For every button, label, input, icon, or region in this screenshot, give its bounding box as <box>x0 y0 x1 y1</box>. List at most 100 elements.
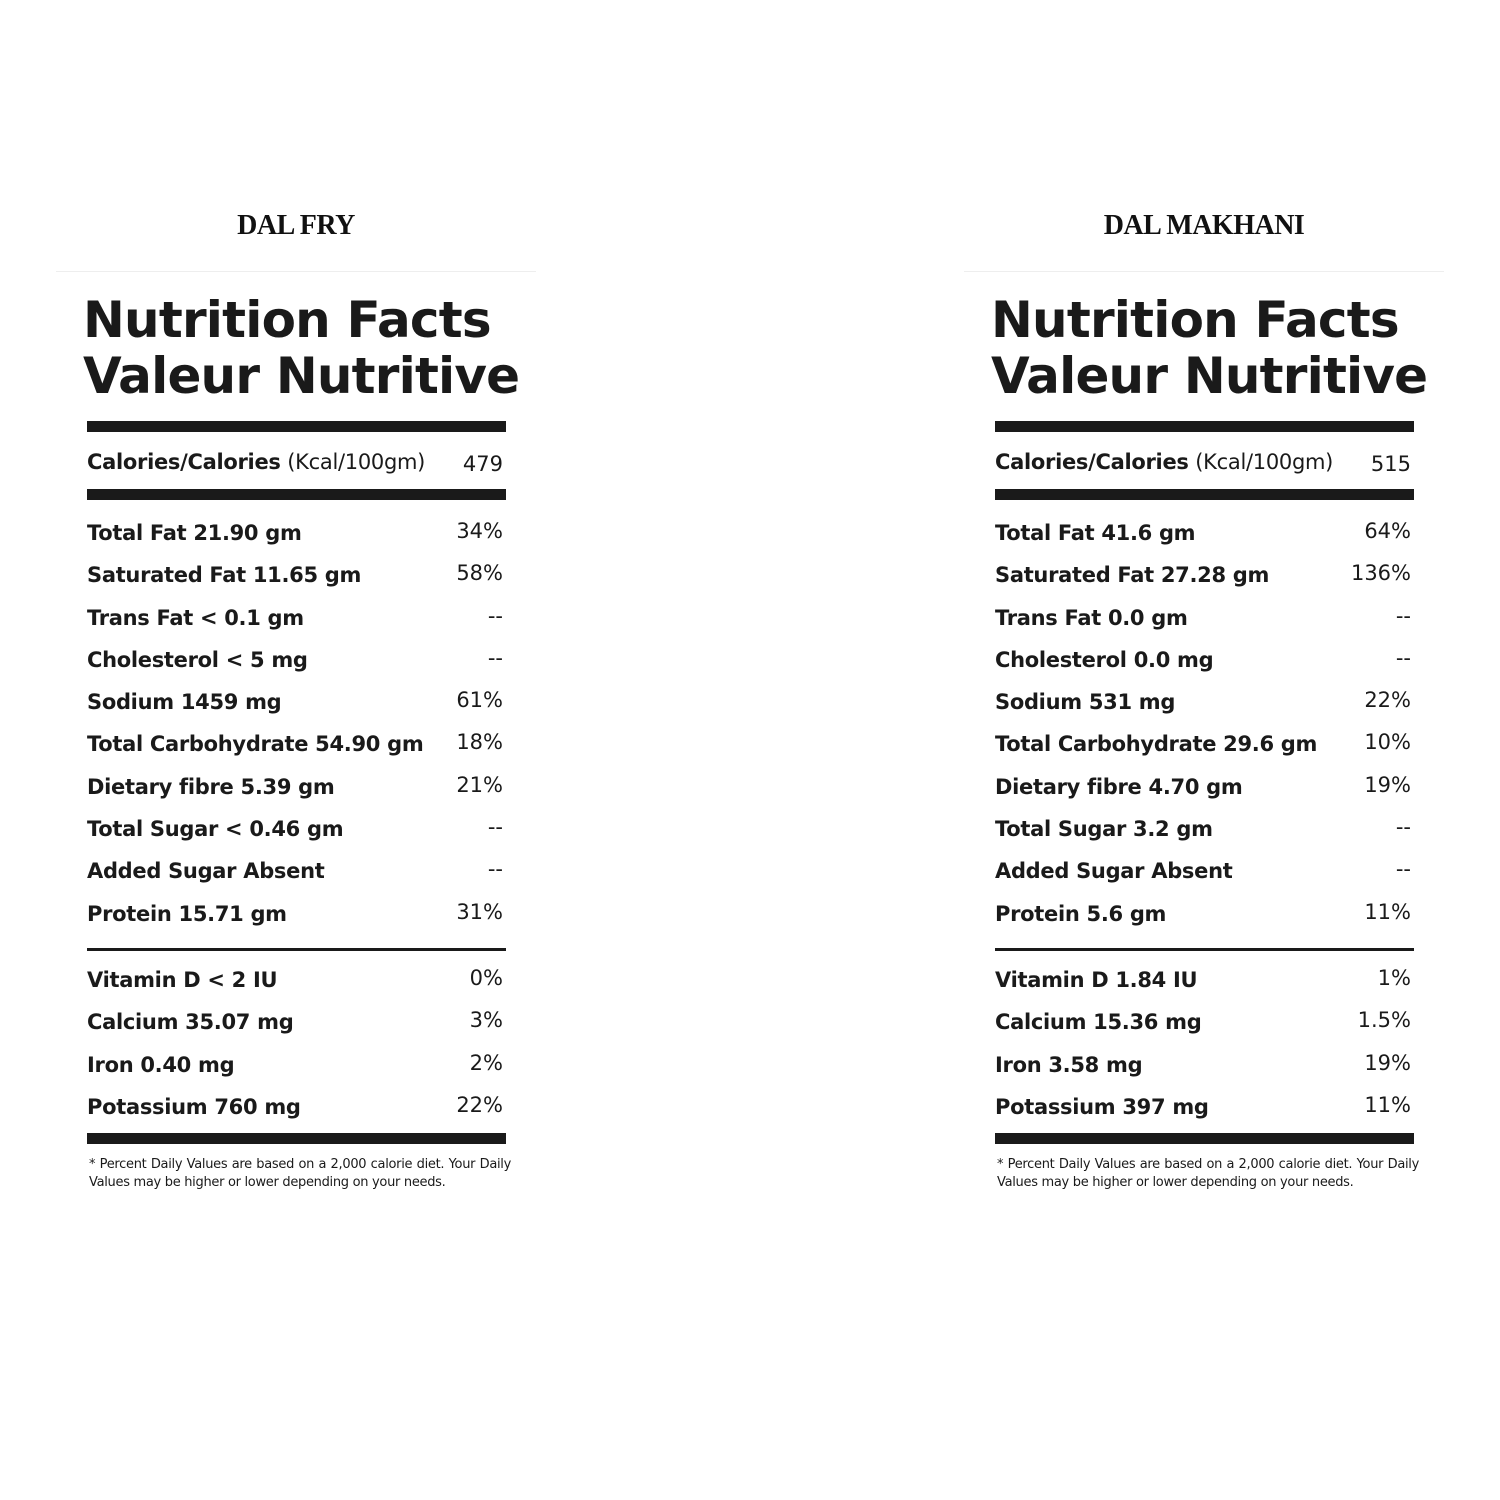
title-divider <box>56 271 536 272</box>
nutrient-row-protein: Protein 5.6 gm 11% <box>995 897 1411 939</box>
nutrient-value: 34% <box>456 519 503 543</box>
calories-value: 479 <box>462 452 503 476</box>
nutrient-label: Protein 15.71 gm <box>87 901 287 926</box>
nutrient-row-trans-fat: Trans Fat 0.0 gm -- <box>995 601 1411 643</box>
vitamin-value: 19% <box>1364 1050 1411 1075</box>
heading-english: Nutrition Facts <box>991 291 1400 349</box>
vitamin-row-vitamin-d: Vitamin D 1.84 IU 1% <box>995 963 1411 1005</box>
nutrient-value: 19% <box>1364 772 1411 797</box>
vitamin-row-potassium: Potassium 760 mg 22% <box>87 1090 503 1132</box>
nutrient-label: Cholesterol < 5 mg <box>87 647 308 672</box>
thick-rule <box>87 1133 506 1144</box>
thick-rule <box>995 1133 1414 1144</box>
vitamin-label: Potassium 397 mg <box>995 1094 1209 1119</box>
nutrient-label: Dietary fibre 4.70 gm <box>995 774 1243 799</box>
daily-value-footnote: * Percent Daily Values are based on a 2,… <box>997 1157 1419 1190</box>
calories-value: 515 <box>1370 452 1411 476</box>
nutrient-row-total-carbohydrate: Total Carbohydrate 54.90 gm 18% <box>87 727 503 769</box>
vitamin-value: 2% <box>469 1050 503 1075</box>
nutrient-value: 21% <box>456 772 503 797</box>
nutrient-row-dietary-fibre: Dietary fibre 5.39 gm 21% <box>87 770 503 812</box>
nutrient-label: Added Sugar Absent <box>995 859 1233 884</box>
nutrient-row-sodium: Sodium 531 mg 22% <box>995 685 1411 727</box>
vitamin-row-calcium: Calcium 35.07 mg 3% <box>87 1005 503 1047</box>
vitamin-row-vitamin-d: Vitamin D < 2 IU 0% <box>87 963 503 1005</box>
vitamin-row-iron: Iron 0.40 mg 2% <box>87 1048 503 1090</box>
nutrient-row-saturated-fat: Saturated Fat 27.28 gm 136% <box>995 558 1411 600</box>
vitamin-row-iron: Iron 3.58 mg 19% <box>995 1048 1411 1090</box>
vitamin-label: Iron 3.58 mg <box>995 1052 1143 1077</box>
calories-label: Calories/Calories <box>87 450 281 474</box>
nutrient-value: -- <box>1395 603 1411 628</box>
nutrient-list: Total Fat 21.90 gm 34% Saturated Fat 11.6… <box>87 516 503 939</box>
nutrient-label: Added Sugar Absent <box>87 859 325 884</box>
nutrient-value: -- <box>487 857 503 882</box>
nutrient-label: Total Sugar 3.2 gm <box>995 817 1213 842</box>
title-divider <box>964 271 1444 272</box>
vitamin-label: Calcium 35.07 mg <box>87 1010 294 1035</box>
nutrient-row-total-sugar: Total Sugar < 0.46 gm -- <box>87 812 503 854</box>
product-title: DAL FRY <box>237 210 355 241</box>
nutrient-value: -- <box>487 645 503 670</box>
vitamin-row-calcium: Calcium 15.36 mg 1.5% <box>995 1005 1411 1047</box>
nutrient-value: -- <box>1395 645 1411 670</box>
nutrient-label: Total Carbohydrate 54.90 gm <box>87 732 424 757</box>
thin-rule <box>995 948 1414 951</box>
nutrient-row-saturated-fat: Saturated Fat 11.65 gm 58% <box>87 558 503 600</box>
nutrient-label: Trans Fat 0.0 gm <box>995 605 1188 630</box>
vitamin-value: 0% <box>469 966 503 990</box>
nutrient-value: -- <box>1395 857 1411 882</box>
nutrient-value: -- <box>487 815 503 840</box>
nutrient-label: Saturated Fat 11.65 gm <box>87 563 362 588</box>
nutrient-value: 58% <box>456 561 503 586</box>
vitamin-label: Calcium 15.36 mg <box>995 1010 1202 1035</box>
nutrient-label: Total Fat 21.90 gm <box>87 521 302 545</box>
nutrient-row-total-carbohydrate: Total Carbohydrate 29.6 gm 10% <box>995 727 1411 769</box>
vitamin-label: Vitamin D < 2 IU <box>87 968 278 992</box>
nutrient-value: 31% <box>456 899 503 924</box>
vitamin-label: Vitamin D 1.84 IU <box>995 968 1198 992</box>
vitamin-value: 22% <box>456 1092 503 1117</box>
vitamin-value: 1.5% <box>1357 1008 1411 1033</box>
nutrient-label: Trans Fat < 0.1 gm <box>87 605 304 630</box>
nutrient-value: 64% <box>1364 519 1411 543</box>
vitamin-value: 3% <box>469 1008 503 1033</box>
nutrient-row-cholesterol: Cholesterol 0.0 mg -- <box>995 643 1411 685</box>
nutrient-value: -- <box>487 603 503 628</box>
vitamin-list: Vitamin D 1.84 IU 1% Calcium 15.36 mg 1.5%… <box>995 963 1411 1132</box>
nutrient-row-protein: Protein 15.71 gm 31% <box>87 897 503 939</box>
nutrient-label: Dietary fibre 5.39 gm <box>87 774 335 799</box>
nutrient-row-added-sugar: Added Sugar Absent -- <box>87 854 503 896</box>
nutrient-row-sodium: Sodium 1459 mg 61% <box>87 685 503 727</box>
nutrient-label: Cholesterol 0.0 mg <box>995 647 1214 672</box>
thick-rule <box>87 421 506 432</box>
calories-row: Calories/Calories (Kcal/100gm) 515 <box>995 447 1411 481</box>
nutrient-value: 136% <box>1350 561 1411 586</box>
vitamin-value: 1% <box>1377 966 1411 990</box>
nutrient-value: 22% <box>1364 688 1411 713</box>
nutrient-label: Saturated Fat 27.28 gm <box>995 563 1270 588</box>
nutrient-value: 11% <box>1364 899 1411 924</box>
nutrient-row-cholesterol: Cholesterol < 5 mg -- <box>87 643 503 685</box>
vitamin-list: Vitamin D < 2 IU 0% Calcium 35.07 mg 3% Ir… <box>87 963 503 1132</box>
nutrient-label: Total Fat 41.6 gm <box>995 521 1196 545</box>
product-title: DAL MAKHANI <box>1103 210 1305 241</box>
nutrient-value: 61% <box>456 688 503 713</box>
vitamin-value: 11% <box>1364 1092 1411 1117</box>
nutrient-label: Protein 5.6 gm <box>995 901 1167 926</box>
nutrient-value: 18% <box>456 730 503 755</box>
calories-row: Calories/Calories (Kcal/100gm) 479 <box>87 447 503 481</box>
nutrient-label: Sodium 531 mg <box>995 690 1176 715</box>
thin-rule <box>87 948 506 951</box>
nutrient-row-total-fat: Total Fat 41.6 gm 64% <box>995 516 1411 558</box>
heading-english: Nutrition Facts <box>83 291 492 349</box>
vitamin-row-potassium: Potassium 397 mg 11% <box>995 1090 1411 1132</box>
nutrient-label: Total Carbohydrate 29.6 gm <box>995 732 1318 757</box>
vitamin-label: Iron 0.40 mg <box>87 1052 235 1077</box>
daily-value-footnote: * Percent Daily Values are based on a 2,… <box>89 1157 511 1190</box>
thick-rule <box>995 421 1414 432</box>
calories-unit: (Kcal/100gm) <box>287 450 426 474</box>
nutrient-row-dietary-fibre: Dietary fibre 4.70 gm 19% <box>995 770 1411 812</box>
calories-unit: (Kcal/100gm) <box>1195 450 1334 474</box>
nutrient-row-total-sugar: Total Sugar 3.2 gm -- <box>995 812 1411 854</box>
